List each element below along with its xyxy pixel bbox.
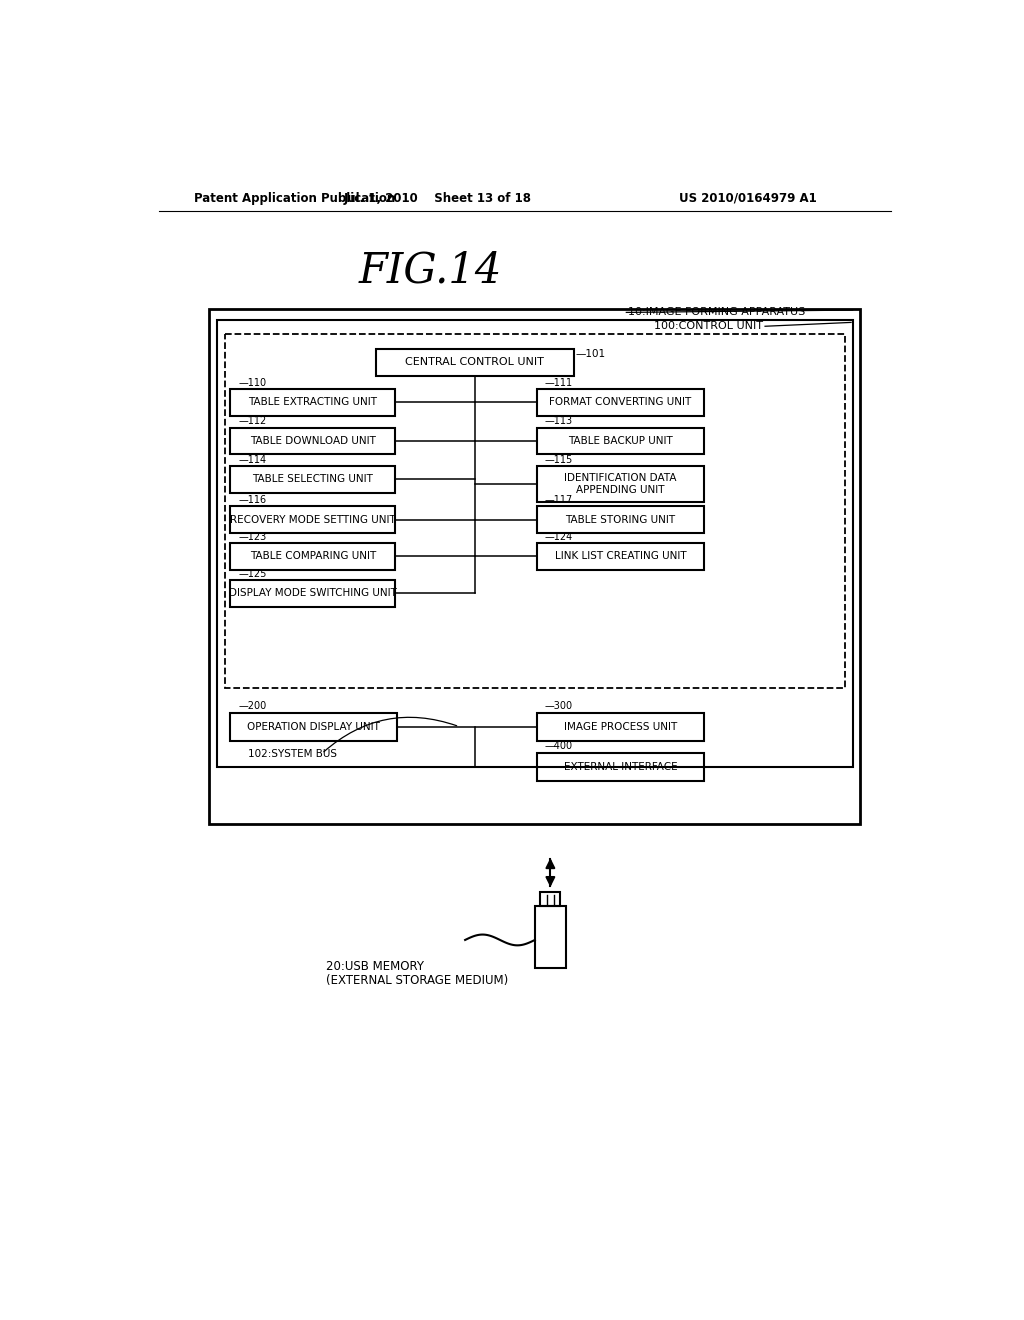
- Text: —117: —117: [545, 495, 573, 506]
- Text: —400: —400: [545, 742, 573, 751]
- Text: CENTRAL CONTROL UNIT: CENTRAL CONTROL UNIT: [406, 358, 544, 367]
- Text: TABLE BACKUP UNIT: TABLE BACKUP UNIT: [568, 436, 673, 446]
- Text: —200: —200: [238, 701, 266, 711]
- Text: —125: —125: [238, 569, 266, 579]
- Text: —112: —112: [238, 416, 266, 426]
- Text: (EXTERNAL STORAGE MEDIUM): (EXTERNAL STORAGE MEDIUM): [326, 974, 508, 987]
- Text: RECOVERY MODE SETTING UNIT: RECOVERY MODE SETTING UNIT: [230, 515, 395, 524]
- Text: 102:SYSTEM BUS: 102:SYSTEM BUS: [248, 748, 337, 759]
- Text: FIG.14: FIG.14: [358, 249, 502, 290]
- Text: 20:USB MEMORY: 20:USB MEMORY: [326, 961, 424, 973]
- Text: OPERATION DISPLAY UNIT: OPERATION DISPLAY UNIT: [247, 722, 380, 731]
- Text: US 2010/0164979 A1: US 2010/0164979 A1: [679, 191, 817, 205]
- Text: FORMAT CONVERTING UNIT: FORMAT CONVERTING UNIT: [550, 397, 691, 408]
- Text: TABLE DOWNLOAD UNIT: TABLE DOWNLOAD UNIT: [250, 436, 376, 446]
- Text: 10:IMAGE FORMING APPARATUS: 10:IMAGE FORMING APPARATUS: [628, 308, 805, 317]
- Text: TABLE SELECTING UNIT: TABLE SELECTING UNIT: [252, 474, 374, 484]
- Text: —111: —111: [545, 378, 573, 388]
- Text: TABLE STORING UNIT: TABLE STORING UNIT: [565, 515, 676, 524]
- Text: Jul. 1, 2010    Sheet 13 of 18: Jul. 1, 2010 Sheet 13 of 18: [344, 191, 532, 205]
- Text: —114: —114: [238, 455, 266, 465]
- Text: IMAGE PROCESS UNIT: IMAGE PROCESS UNIT: [564, 722, 677, 731]
- Text: —110: —110: [238, 378, 266, 388]
- Text: —101: —101: [575, 348, 606, 359]
- Text: Patent Application Publication: Patent Application Publication: [194, 191, 395, 205]
- Text: LINK LIST CREATING UNIT: LINK LIST CREATING UNIT: [555, 552, 686, 561]
- Text: —113: —113: [545, 416, 573, 426]
- Text: —300: —300: [545, 701, 573, 711]
- Text: —116: —116: [238, 495, 266, 506]
- Text: TABLE COMPARING UNIT: TABLE COMPARING UNIT: [250, 552, 376, 561]
- Text: EXTERNAL INTERFACE: EXTERNAL INTERFACE: [563, 762, 677, 772]
- Text: DISPLAY MODE SWITCHING UNIT: DISPLAY MODE SWITCHING UNIT: [229, 589, 396, 598]
- Text: TABLE EXTRACTING UNIT: TABLE EXTRACTING UNIT: [249, 397, 377, 408]
- Text: —123: —123: [238, 532, 266, 543]
- Text: —124: —124: [545, 532, 573, 543]
- Text: 100:CONTROL UNIT: 100:CONTROL UNIT: [654, 321, 764, 331]
- Text: —115: —115: [545, 455, 573, 465]
- Text: IDENTIFICATION DATA
APPENDING UNIT: IDENTIFICATION DATA APPENDING UNIT: [564, 474, 677, 495]
